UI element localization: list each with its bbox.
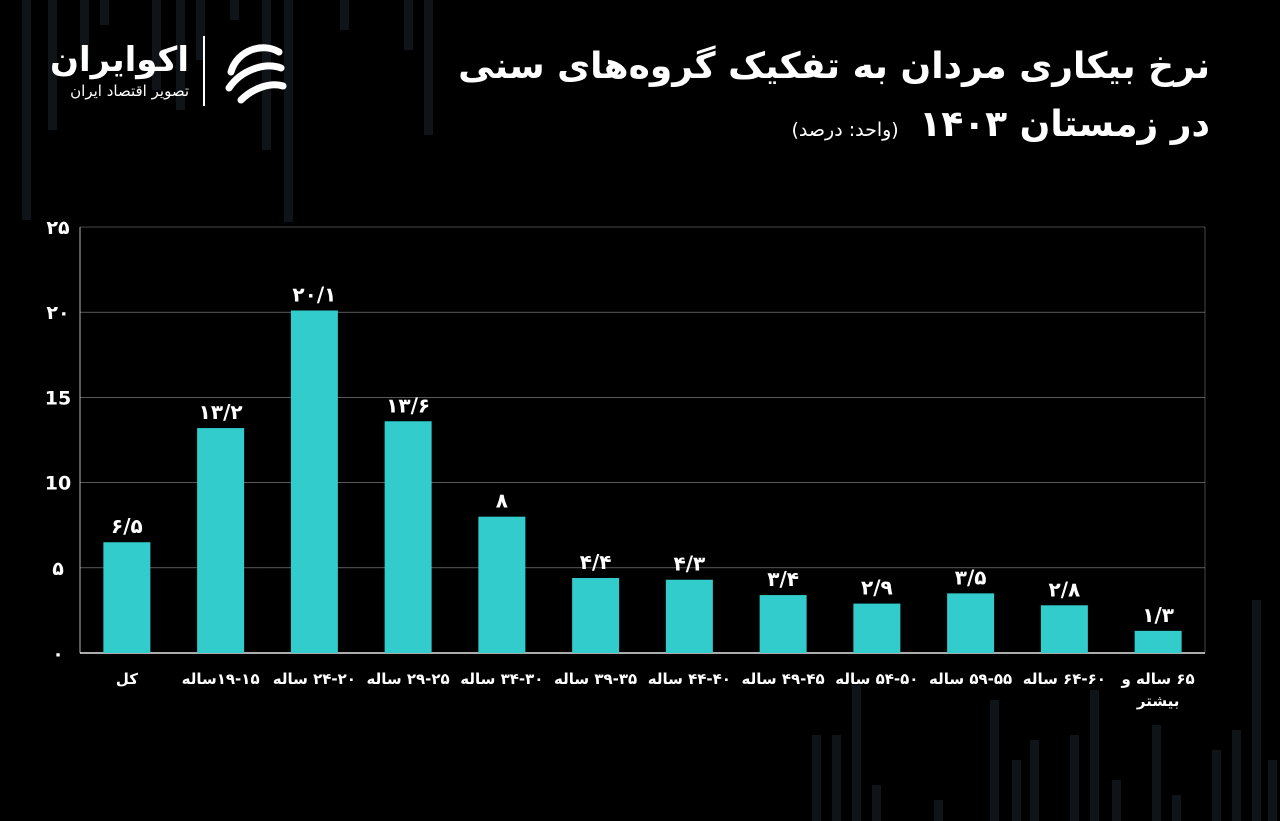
bar-value-label: ۲/۹ [861, 576, 893, 600]
y-tick-label: ۲۰ [46, 302, 69, 324]
x-category-label: ۳۹-۳۵ ساله [554, 670, 637, 688]
brand-tagline: تصویر اقتصاد ایران [70, 82, 189, 100]
bar [665, 579, 713, 653]
decor-candle [1212, 750, 1221, 821]
bar-value-label: ۲۰/۱ [292, 282, 336, 306]
decor-candle [22, 0, 31, 220]
x-category-label: ۴۴-۴۰ ساله [648, 670, 731, 688]
x-category-label: ۶۵ ساله و [1121, 670, 1195, 688]
title-line-2-wrapper: در زمستان ۱۴۰۳ (واحد: درصد) [458, 96, 1210, 159]
y-tick-label: 15 [45, 387, 71, 409]
x-category-label: ۳۴-۳۰ ساله [460, 670, 543, 688]
x-category-label: کل [116, 670, 138, 688]
title-line-1: نرخ بیکاری مردان به تفکیک گروه‌های سنی [458, 46, 1210, 87]
x-category-label: ۱۹-۱۵ساله [182, 670, 260, 688]
bar [853, 603, 901, 653]
x-category-label: ۵۴-۵۰ ساله [835, 670, 918, 688]
decor-candle [262, 0, 271, 150]
decor-candle [1112, 780, 1121, 821]
brand-text: اکوایران تصویر اقتصاد ایران [50, 40, 189, 102]
bar-value-label: ۴/۴ [580, 550, 612, 574]
decor-candle [230, 0, 239, 20]
decor-candle [284, 0, 293, 222]
brand-name: اکوایران [50, 40, 189, 80]
bar [1134, 630, 1182, 653]
decor-candle [1268, 760, 1277, 821]
decor-candle [934, 800, 943, 821]
x-category-label: بیشتر [1136, 692, 1179, 710]
bar-value-label: ۸ [496, 489, 508, 513]
bar [478, 516, 526, 653]
decor-candle [100, 0, 109, 25]
bar [947, 593, 995, 653]
decor-candle [1090, 690, 1099, 821]
bar [572, 578, 620, 653]
bar [759, 595, 807, 653]
x-category-label: ۲۴-۲۰ ساله [273, 670, 356, 688]
bar [103, 542, 151, 653]
decor-candle [152, 0, 161, 90]
decor-candle [1152, 725, 1161, 821]
decor-candle [424, 0, 433, 135]
bar [1040, 605, 1088, 653]
decor-candle [990, 700, 999, 821]
decor-candle [1252, 600, 1261, 821]
bar-value-label: ۳/۴ [767, 567, 799, 591]
bar-value-label: ۲/۸ [1049, 577, 1081, 601]
decor-candle [832, 735, 841, 821]
brand-logo: اکوایران تصویر اقتصاد ایران [50, 36, 289, 106]
decor-candle [1232, 730, 1241, 821]
bar-value-label: ۴/۳ [674, 552, 706, 576]
decor-candle [1012, 760, 1021, 821]
bar-value-label: ۱/۳ [1142, 603, 1174, 627]
bar [384, 421, 432, 653]
grid-layer [79, 226, 1206, 654]
label-layer: ۰ ۵ 10 15 ۲۰ ۲۵ ۶/۵ کل ۱۳/۲ ۱۹-۱۵ساله ۲۰/۱ ۲۴-۲۰ سا… [45, 217, 1195, 710]
title-line-2: در زمستان ۱۴۰۳ [919, 104, 1210, 145]
x-category-label: ۲۹-۲۵ ساله [367, 670, 450, 688]
x-category-label: ۶۴-۶۰ ساله [1023, 670, 1106, 688]
decor-candle [1070, 735, 1079, 821]
y-tick-label: 10 [45, 473, 71, 495]
bar [197, 428, 245, 653]
decor-candle [404, 0, 413, 50]
bar-value-label: ۱۳/۲ [199, 400, 243, 424]
ecoiran-logo-icon [225, 44, 287, 104]
decor-candle [872, 785, 881, 821]
y-tick-label: ۲۵ [46, 217, 70, 239]
decor-candle [196, 0, 205, 60]
logo-divider [203, 36, 205, 106]
bar-value-label: ۶/۵ [111, 514, 143, 538]
decor-candle [812, 735, 821, 821]
decor-candle [1172, 795, 1181, 821]
chart-title: نرخ بیکاری مردان به تفکیک گروه‌های سنی د… [458, 38, 1210, 159]
y-tick-label: ۵ [52, 558, 64, 580]
bar-layer [103, 310, 1182, 653]
decor-candle [1030, 740, 1039, 821]
bar [290, 310, 338, 653]
x-category-label: ۴۹-۴۵ ساله [742, 670, 825, 688]
decor-candle [340, 0, 349, 30]
bar-value-label: ۳/۵ [955, 565, 987, 589]
decor-candle [48, 0, 57, 130]
decor-candle [80, 0, 89, 60]
y-tick-label: ۰ [52, 643, 64, 665]
decor-candle [852, 685, 861, 821]
decor-candle [176, 0, 185, 110]
bar-value-label: ۱۳/۶ [386, 393, 430, 417]
unit-label: (واحد: درصد) [791, 119, 899, 141]
x-category-label: ۵۹-۵۵ ساله [929, 670, 1012, 688]
